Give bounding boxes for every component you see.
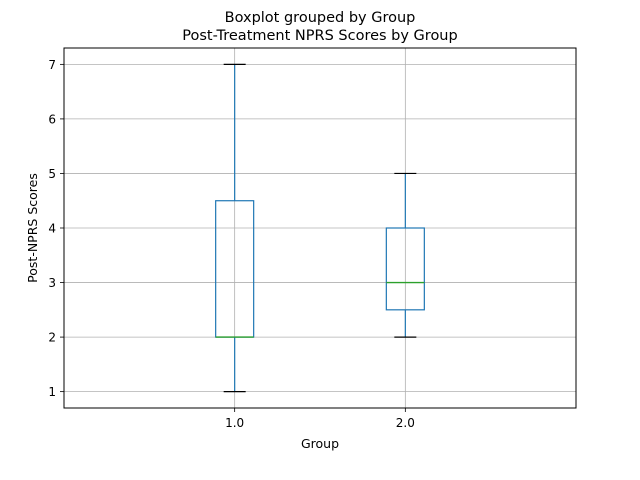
iqr-box (385, 227, 425, 311)
y-tick-label: 4 (48, 222, 56, 236)
chart-suptitle: Boxplot grouped by Group (225, 10, 416, 26)
x-tick-label: 1.0 (225, 416, 244, 430)
axis-ticks: 1 2 3 4 5 6 7 1.0 2.0 (48, 58, 415, 430)
chart-title: Post-Treatment NPRS Scores by Group (182, 28, 457, 44)
boxes (215, 63, 425, 393)
y-tick-label: 6 (48, 112, 56, 126)
y-tick-label: 2 (48, 331, 56, 345)
x-tick-label: 2.0 (396, 416, 415, 430)
y-tick-label: 7 (48, 58, 56, 72)
x-axis-label: Group (301, 436, 339, 451)
y-tick-label: 5 (48, 167, 56, 181)
y-axis-label: Post-NPRS Scores (25, 173, 40, 283)
y-tick-label: 1 (48, 385, 56, 399)
grid-lines (64, 48, 576, 408)
y-tick-label: 3 (48, 276, 56, 290)
